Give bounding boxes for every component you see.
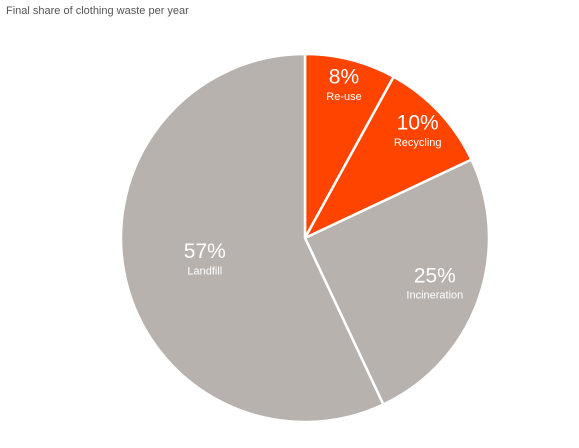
- chart-title: Final share of clothing waste per year: [6, 5, 189, 17]
- value-label: 10%: [397, 112, 439, 135]
- value-label: 25%: [414, 264, 456, 287]
- value-label: 8%: [329, 66, 359, 89]
- pie-slice: [303, 52, 396, 239]
- category-label: Re-use: [326, 91, 361, 103]
- pie-slice: [119, 52, 386, 424]
- category-label: Recycling: [394, 137, 442, 149]
- category-label: Landfill: [187, 265, 222, 277]
- value-label: 57%: [184, 240, 226, 263]
- category-label: Incineration: [406, 290, 463, 302]
- pie-slice: [303, 157, 491, 407]
- pie-slice: [302, 75, 474, 241]
